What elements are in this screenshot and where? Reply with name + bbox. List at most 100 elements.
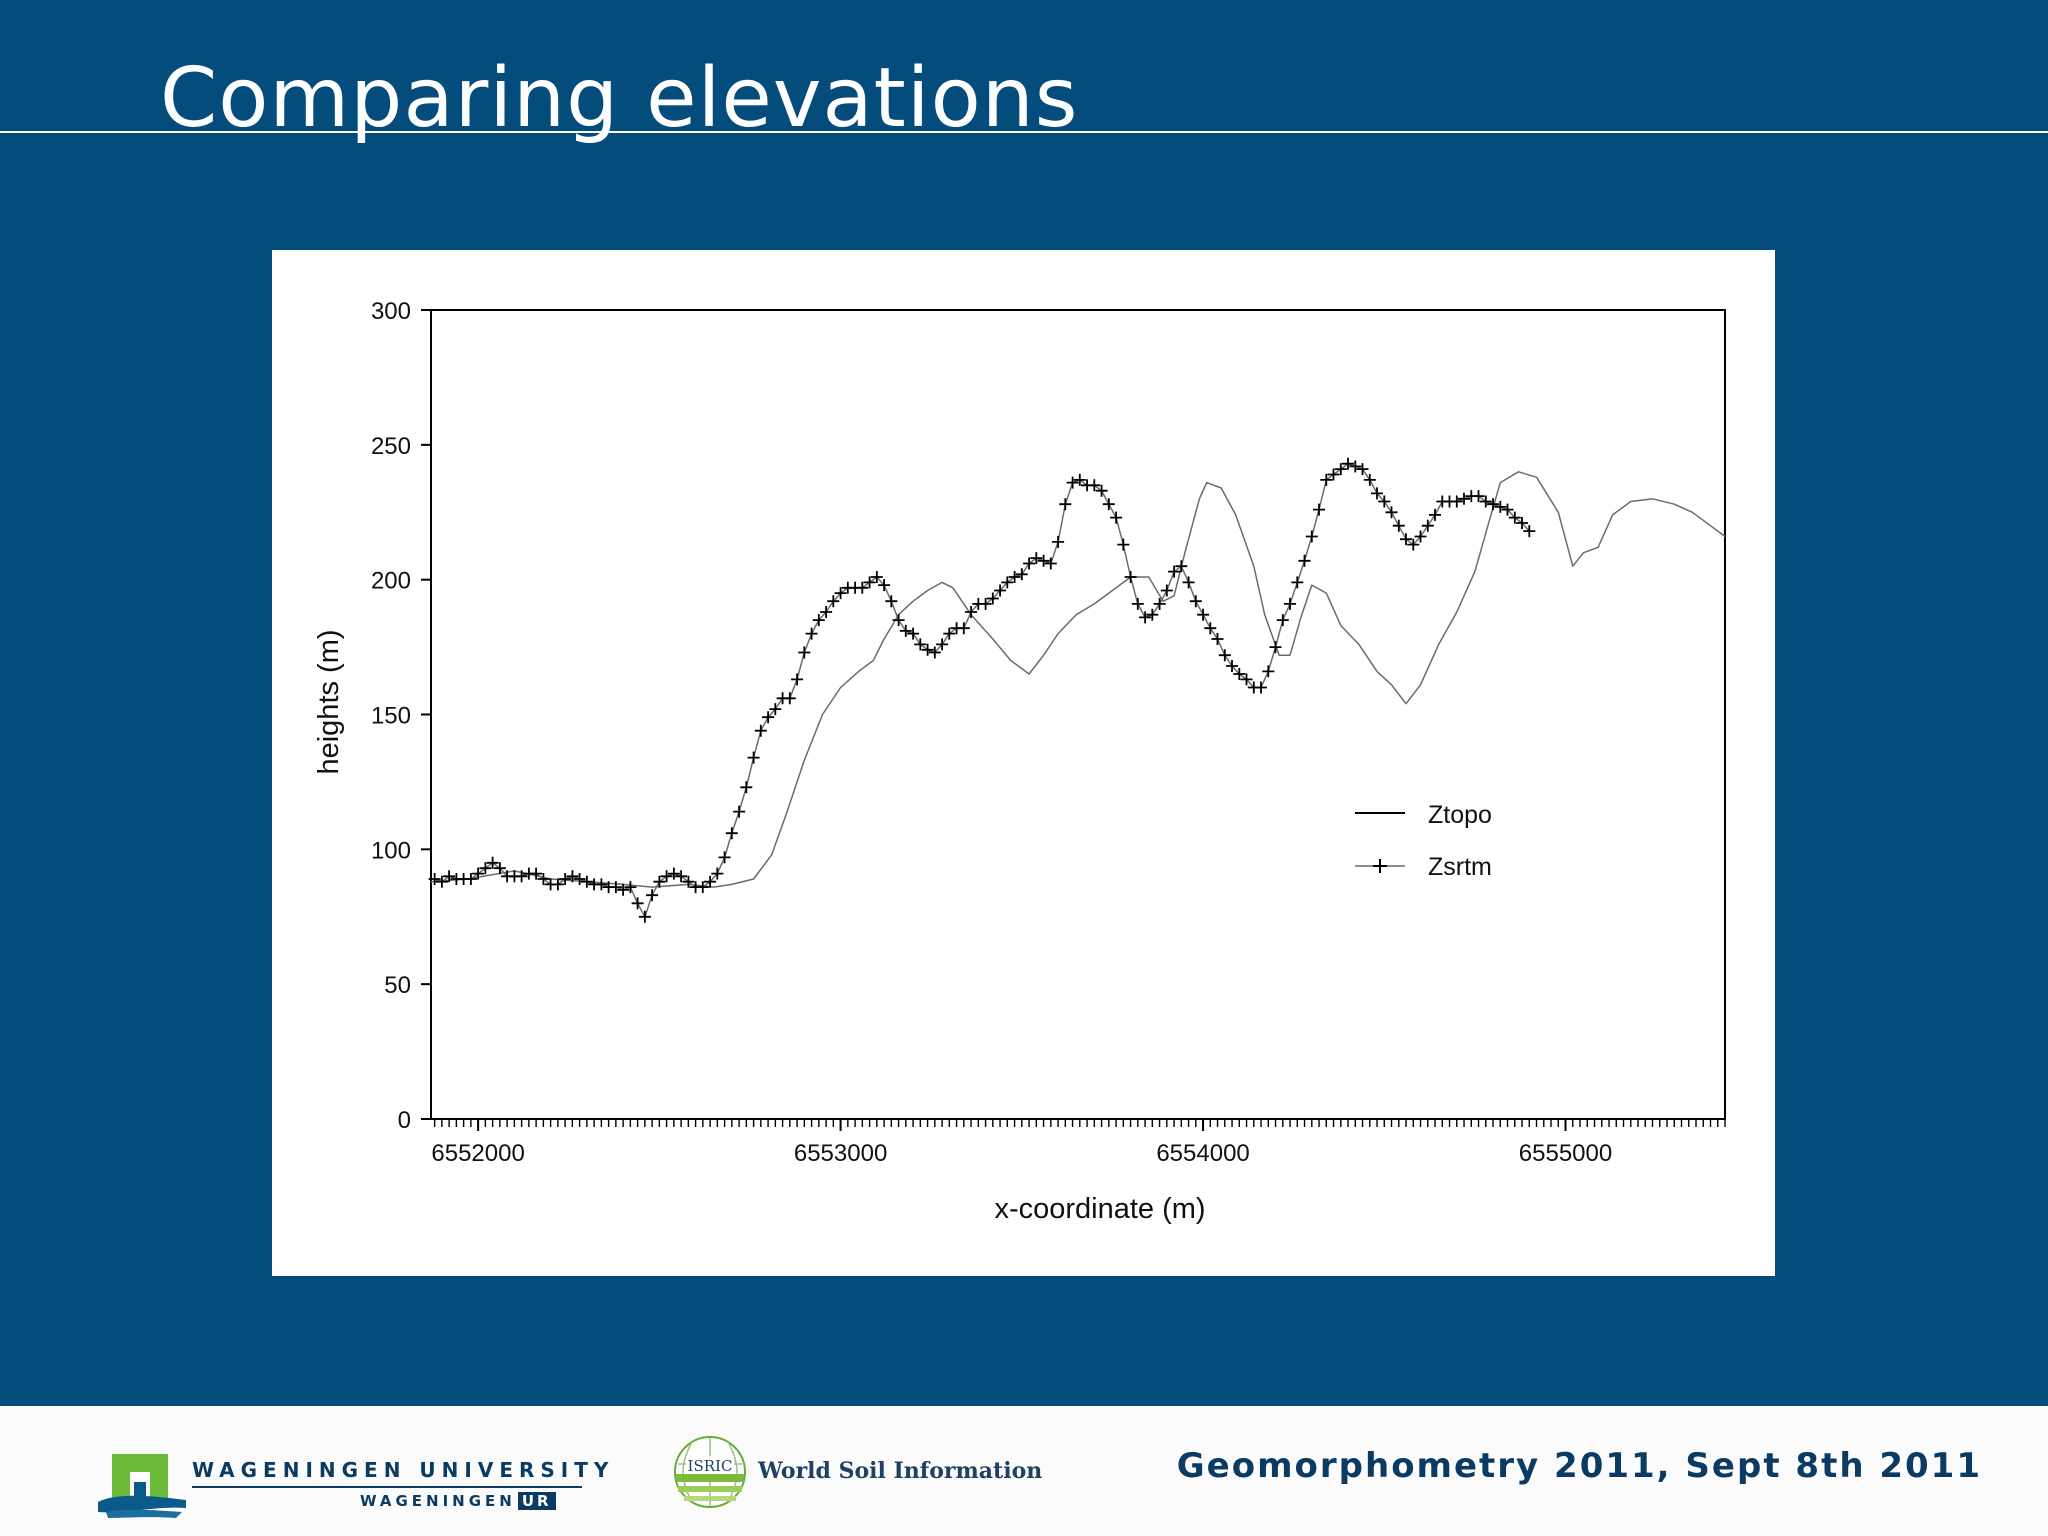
data-point-marker — [1407, 538, 1420, 551]
data-point-marker — [1008, 571, 1021, 583]
data-point-marker — [1450, 495, 1463, 508]
wageningen-logo: WAGENINGEN UNIVERSITY WAGENINGEN UR — [96, 1448, 608, 1520]
data-point-marker — [718, 851, 731, 864]
y-tick-label: 200 — [371, 568, 411, 595]
data-point-marker — [580, 875, 593, 888]
data-point-marker — [1168, 565, 1181, 578]
data-point-marker — [870, 571, 883, 583]
data-point-marker — [878, 579, 891, 592]
data-point-marker — [435, 875, 448, 888]
data-point-marker — [1124, 571, 1137, 583]
data-point-marker — [1073, 473, 1086, 486]
x-tick-label: 6552000 — [431, 1140, 524, 1167]
series-line-ztopo — [430, 471, 1726, 888]
data-point-marker — [1102, 498, 1115, 511]
data-point-marker — [1146, 608, 1159, 621]
data-point-marker — [805, 627, 818, 640]
data-point-marker — [428, 873, 441, 885]
data-point-marker — [530, 867, 543, 880]
data-point-marker — [1276, 614, 1289, 627]
data-point-marker — [1516, 517, 1528, 529]
data-point-marker — [1117, 538, 1130, 551]
data-point-marker — [1088, 479, 1101, 492]
data-point-marker — [856, 581, 869, 594]
data-point-marker — [1429, 508, 1441, 521]
data-point-marker — [1139, 611, 1152, 624]
data-point-marker — [638, 910, 651, 923]
y-axis: 0 50 100 150 200 250 300 — [371, 298, 431, 1134]
data-point-marker — [443, 870, 456, 883]
isric-logo: ISRIC World Soil Information — [672, 1434, 1042, 1510]
data-point-marker — [486, 856, 499, 869]
data-point-marker — [740, 781, 753, 794]
data-point-marker — [1262, 665, 1275, 678]
data-point-marker — [1204, 622, 1217, 635]
data-point-marker — [1052, 535, 1065, 548]
data-point-marker — [631, 897, 644, 910]
data-point-marker — [682, 875, 695, 888]
data-point-marker — [1385, 506, 1398, 519]
data-point-marker — [573, 873, 586, 885]
data-point-marker — [1378, 495, 1391, 508]
data-point-marker — [1291, 576, 1304, 589]
data-point-marker — [1327, 468, 1340, 481]
data-point-marker — [1189, 595, 1202, 608]
data-point-marker — [762, 711, 775, 724]
data-point-marker — [1059, 498, 1072, 511]
data-point-marker — [914, 638, 927, 651]
data-point-marker — [1226, 660, 1238, 672]
data-point-marker — [551, 878, 564, 891]
data-point-marker — [566, 870, 579, 883]
data-point-marker — [1182, 576, 1195, 589]
university-ur-badge: UR — [517, 1492, 556, 1510]
data-point-marker — [1501, 503, 1514, 516]
data-point-marker — [754, 724, 767, 737]
data-point-marker — [617, 883, 630, 896]
data-point-marker — [1030, 552, 1043, 565]
title-rule — [0, 131, 2048, 133]
chart-panel: 0 50 100 150 200 250 300 6552000 6553000 6554000… — [272, 250, 1775, 1276]
plot-frame — [430, 309, 1726, 1120]
x-tick-label: 6554000 — [1156, 1140, 1249, 1167]
data-point-marker — [1131, 597, 1144, 610]
data-point-marker — [696, 881, 709, 894]
data-point-marker — [646, 889, 659, 902]
legend-label-ztopo: Ztopo — [1428, 801, 1492, 829]
data-point-marker — [921, 643, 934, 656]
data-point-marker — [820, 606, 833, 618]
data-point-marker — [1334, 463, 1347, 476]
slide-title: Comparing elevations — [160, 51, 1079, 146]
data-point-marker — [1044, 557, 1057, 570]
legend-marker-zsrtm — [1373, 859, 1387, 873]
data-point-marker — [1269, 641, 1282, 654]
data-point-marker — [1472, 490, 1485, 503]
data-point-marker — [1349, 460, 1362, 473]
data-point-marker — [1356, 463, 1369, 476]
data-point-marker — [1197, 608, 1210, 621]
data-point-marker — [812, 614, 825, 627]
data-point-marker — [595, 878, 608, 891]
x-axis: 6552000 6553000 6554000 6555000 — [431, 1119, 1726, 1167]
legend: Ztopo Zsrtm — [1355, 801, 1492, 881]
data-point-marker — [725, 827, 738, 840]
data-point-marker — [1211, 633, 1224, 645]
data-point-marker — [472, 867, 485, 880]
data-point-marker — [1110, 511, 1123, 524]
data-point-marker — [747, 751, 760, 764]
wageningen-mark-icon — [98, 1454, 186, 1518]
series-layer — [428, 457, 1726, 923]
data-point-marker — [885, 595, 898, 608]
x-axis-label: x-coordinate (m) — [994, 1193, 1205, 1225]
data-point-marker — [1421, 519, 1434, 532]
data-point-marker — [1255, 681, 1267, 694]
data-point-marker — [653, 875, 666, 888]
data-point-marker — [1095, 484, 1108, 497]
data-point-marker — [979, 597, 992, 610]
data-point-marker — [1508, 511, 1521, 524]
legend-label-zsrtm: Zsrtm — [1428, 853, 1492, 881]
data-point-marker — [1015, 568, 1028, 581]
data-point-marker — [1066, 476, 1079, 489]
data-point-marker — [892, 614, 905, 627]
data-point-marker — [1479, 495, 1492, 508]
elevation-chart: 0 50 100 150 200 250 300 6552000 6553000 6554000… — [313, 298, 1726, 1225]
